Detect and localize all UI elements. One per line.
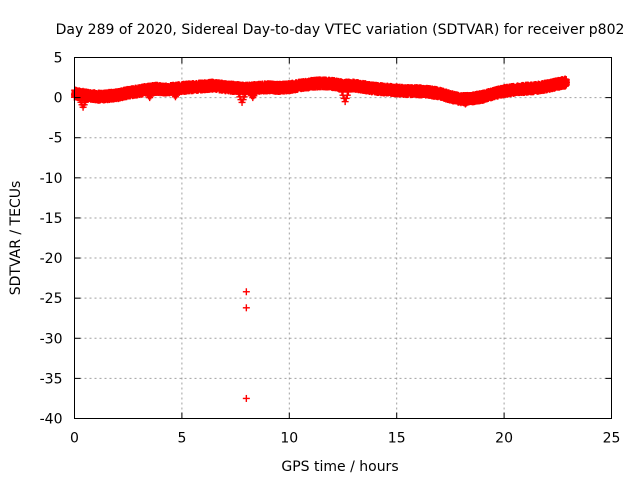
data-points [71, 75, 570, 402]
grid-lines [74, 57, 612, 419]
chart-title: Day 289 of 2020, Sidereal Day-to-day VTE… [56, 22, 625, 38]
